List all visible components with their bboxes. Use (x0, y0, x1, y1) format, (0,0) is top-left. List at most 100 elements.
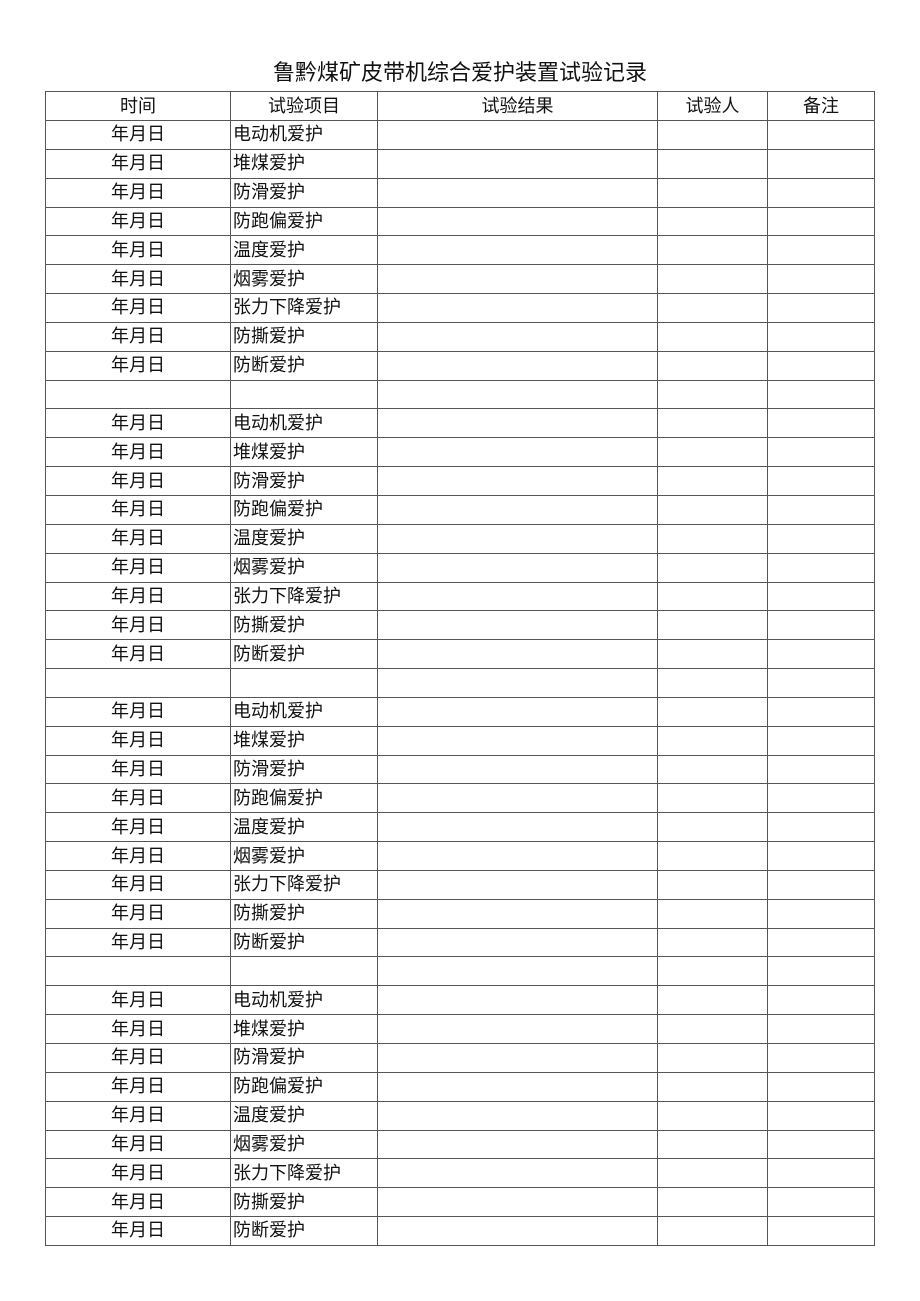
test-item-cell: 堆煤爱护 (230, 1014, 378, 1044)
tester-cell (657, 1071, 768, 1102)
time-cell: 年月日 (45, 812, 231, 843)
remarks-cell (767, 783, 875, 814)
remarks-cell (767, 264, 875, 295)
test-item-cell: 张力下降爱护 (230, 869, 378, 900)
table-row: 年月日 堆煤爱护 (45, 437, 875, 468)
remarks-cell (767, 466, 875, 496)
tester-cell (657, 321, 768, 352)
table-row: 年月日 防滑爱护 (45, 177, 875, 208)
test-result-cell (377, 783, 658, 814)
test-result-cell (377, 437, 658, 468)
remarks-cell (767, 927, 875, 958)
table-row: 年月日 防断爱护 (45, 927, 875, 958)
table-row: 年月日 堆煤爱护 (45, 148, 875, 179)
table-row (45, 379, 875, 410)
remarks-cell (767, 1043, 875, 1073)
test-item-cell: 电动机爱护 (230, 120, 378, 150)
test-result-cell (377, 1216, 658, 1246)
time-cell: 年月日 (45, 1129, 231, 1160)
tester-cell (657, 523, 768, 554)
test-item-cell: 堆煤爱护 (230, 725, 378, 756)
tester-cell (657, 898, 768, 929)
remarks-cell (767, 494, 875, 525)
remarks-cell (767, 552, 875, 583)
test-result-cell (377, 927, 658, 958)
table-row: 年月日 张力下降爱护 (45, 869, 875, 900)
test-result-cell (377, 841, 658, 871)
test-item-cell: 防跑偏爱护 (230, 494, 378, 525)
time-cell: 年月日 (45, 783, 231, 814)
test-result-cell (377, 293, 658, 323)
tester-cell (657, 1187, 768, 1218)
test-result-cell (377, 1071, 658, 1102)
test-item-cell (230, 956, 378, 987)
tester-cell (657, 1014, 768, 1044)
test-result-cell (377, 812, 658, 843)
remarks-cell (767, 293, 875, 323)
tester-cell (657, 956, 768, 987)
table-row: 年月日 张力下降爱护 (45, 293, 875, 323)
tester-cell (657, 350, 768, 381)
time-cell: 年月日 (45, 235, 231, 266)
test-result-cell (377, 1014, 658, 1044)
test-item-cell: 张力下降爱护 (230, 293, 378, 323)
tester-cell (657, 494, 768, 525)
test-result-cell (377, 754, 658, 785)
table-row: 年月日 电动机爱护 (45, 120, 875, 150)
remarks-cell (767, 1187, 875, 1218)
test-result-cell (377, 321, 658, 352)
tester-cell (657, 466, 768, 496)
tester-cell (657, 1043, 768, 1073)
test-result-cell (377, 379, 658, 410)
table-row: 年月日 堆煤爱护 (45, 725, 875, 756)
test-result-cell (377, 206, 658, 237)
tester-cell (657, 1129, 768, 1160)
test-item-cell: 防跑偏爱护 (230, 783, 378, 814)
table-row: 年月日 防跑偏爱护 (45, 494, 875, 525)
time-cell: 年月日 (45, 321, 231, 352)
time-cell: 年月日 (45, 581, 231, 612)
time-cell: 年月日 (45, 1043, 231, 1073)
tester-cell (657, 293, 768, 323)
remarks-cell (767, 696, 875, 727)
table-row: 年月日 防撕爱护 (45, 1187, 875, 1218)
table-row: 年月日 防滑爱护 (45, 754, 875, 785)
table-row (45, 668, 875, 698)
remarks-cell (767, 350, 875, 381)
test-item-cell: 堆煤爱护 (230, 437, 378, 468)
test-item-cell: 张力下降爱护 (230, 1158, 378, 1189)
header-test-item: 试验项目 (230, 91, 378, 121)
tester-cell (657, 148, 768, 179)
time-cell: 年月日 (45, 1216, 231, 1246)
test-result-cell (377, 581, 658, 612)
test-result-cell (377, 1129, 658, 1160)
table-row: 年月日 电动机爱护 (45, 985, 875, 1016)
table-row: 年月日 防撕爱护 (45, 610, 875, 641)
test-item-cell: 防滑爱护 (230, 754, 378, 785)
table-row: 年月日 温度爱护 (45, 523, 875, 554)
time-cell: 年月日 (45, 1071, 231, 1102)
test-item-cell: 防跑偏爱护 (230, 206, 378, 237)
remarks-cell (767, 523, 875, 554)
table-row: 年月日 防断爱护 (45, 350, 875, 381)
test-result-cell (377, 898, 658, 929)
test-item-cell: 烟雾爱护 (230, 552, 378, 583)
test-result-cell (377, 610, 658, 641)
remarks-cell (767, 1129, 875, 1160)
table-row: 年月日 烟雾爱护 (45, 841, 875, 871)
remarks-cell (767, 754, 875, 785)
table-row: 年月日 烟雾爱护 (45, 264, 875, 295)
tester-cell (657, 206, 768, 237)
test-result-cell (377, 494, 658, 525)
time-cell: 年月日 (45, 841, 231, 871)
tester-cell (657, 408, 768, 439)
test-result-cell (377, 148, 658, 179)
remarks-cell (767, 812, 875, 843)
test-item-cell: 烟雾爱护 (230, 1129, 378, 1160)
time-cell: 年月日 (45, 120, 231, 150)
tester-cell (657, 754, 768, 785)
table-row: 年月日 防撕爱护 (45, 321, 875, 352)
tester-cell (657, 783, 768, 814)
time-cell (45, 956, 231, 987)
tester-cell (657, 869, 768, 900)
